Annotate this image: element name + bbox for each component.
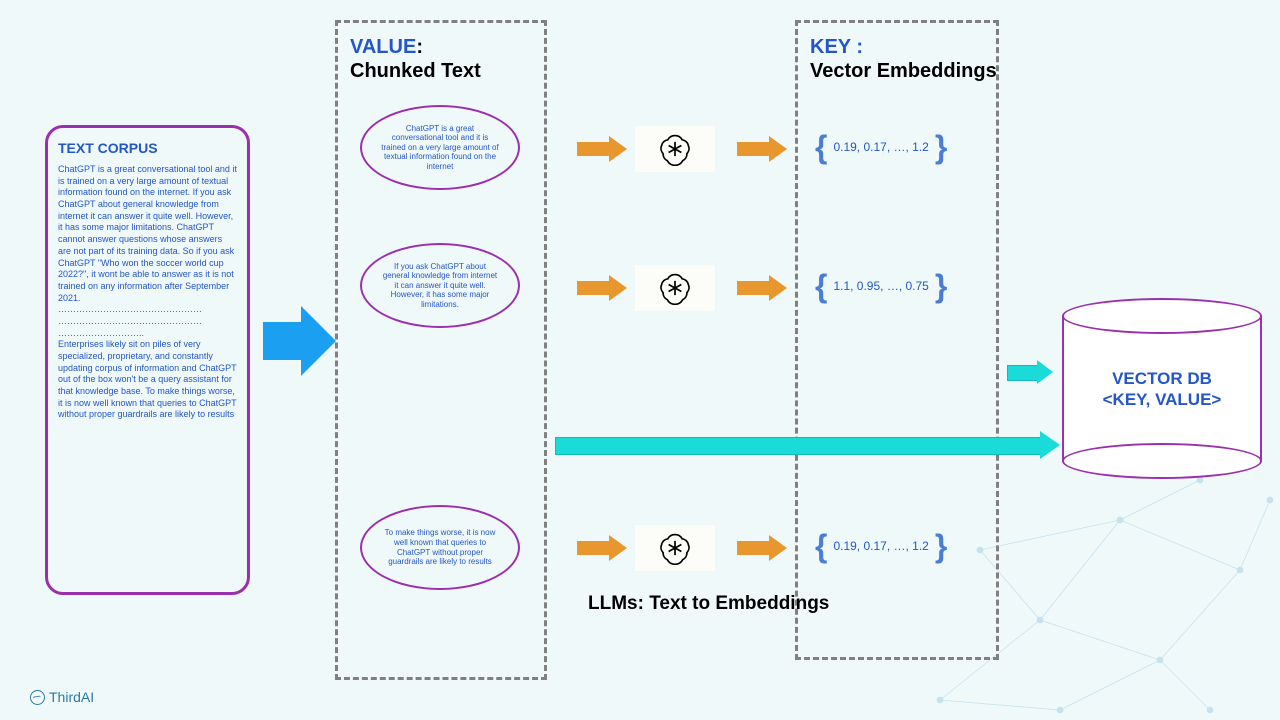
corpus-title: TEXT CORPUS: [58, 140, 237, 156]
llm-label: LLMs: Text to Embeddings: [588, 593, 829, 616]
vector-db-label: VECTOR DB<KEY, VALUE>: [1062, 368, 1262, 411]
openai-icon: [635, 525, 715, 571]
vector-db-cylinder: VECTOR DB<KEY, VALUE>: [1062, 298, 1262, 478]
value-section-title: VALUE: Chunked Text: [350, 35, 481, 83]
openai-icon: [635, 126, 715, 172]
embedding-vector: {1.1, 0.95, …, 0.75}: [815, 270, 947, 302]
chunk-text: To make things worse, it is now well kno…: [380, 528, 500, 566]
embedding-values: 0.19, 0.17, …, 1.2: [833, 140, 928, 154]
thirdai-logo: ThirdAI: [30, 689, 94, 705]
thirdai-logo-icon: [30, 690, 45, 705]
corpus-body: ChatGPT is a great conversational tool a…: [58, 164, 237, 421]
text-corpus-box: TEXT CORPUS ChatGPT is a great conversat…: [45, 125, 250, 595]
key-section-box: [795, 20, 999, 660]
chunk-text: If you ask ChatGPT about general knowled…: [380, 262, 500, 310]
chunk-text: ChatGPT is a great conversational tool a…: [380, 124, 500, 172]
key-section-title: KEY : Vector Embeddings: [810, 35, 997, 83]
thirdai-logo-text: ThirdAI: [49, 689, 94, 705]
chunk-ellipse: If you ask ChatGPT about general knowled…: [360, 243, 520, 328]
openai-icon: [635, 265, 715, 311]
embedding-vector: {0.19, 0.17, …, 1.2}: [815, 530, 947, 562]
arrow-value-to-db-long: [555, 435, 1060, 455]
chunk-ellipse: To make things worse, it is now well kno…: [360, 505, 520, 590]
embedding-values: 0.19, 0.17, …, 1.2: [833, 539, 928, 553]
embedding-vector: {0.19, 0.17, …, 1.2}: [815, 131, 947, 163]
embedding-values: 1.1, 0.95, …, 0.75: [833, 279, 928, 293]
chunk-ellipse: ChatGPT is a great conversational tool a…: [360, 105, 520, 190]
